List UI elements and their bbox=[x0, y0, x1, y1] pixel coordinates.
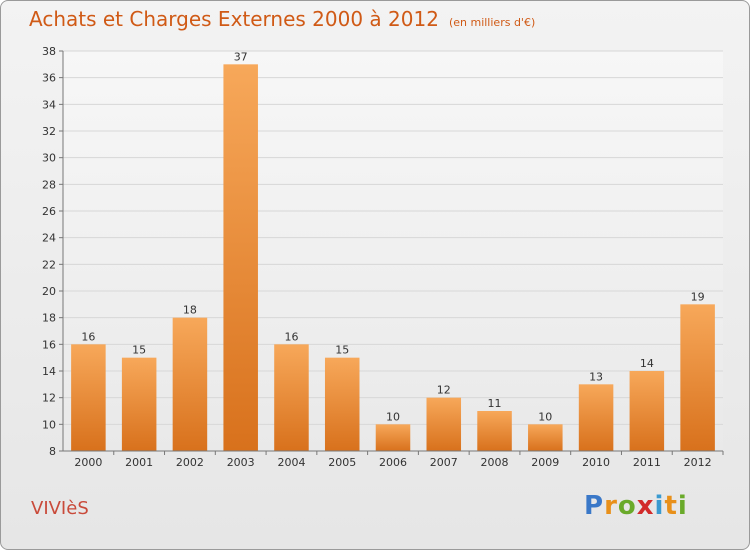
chart-subtitle: (en milliers d'€) bbox=[448, 16, 536, 29]
logo-letter: o bbox=[617, 491, 637, 521]
logo-letter: P bbox=[584, 491, 605, 521]
bar-2009 bbox=[528, 424, 563, 451]
y-tick-label: 22 bbox=[42, 258, 56, 271]
y-tick-label: 14 bbox=[42, 365, 56, 378]
y-tick-label: 24 bbox=[42, 232, 56, 245]
value-label-2008: 11 bbox=[488, 397, 502, 410]
proxiti-logo[interactable]: Proxiti bbox=[584, 491, 688, 521]
value-label-2003: 37 bbox=[234, 50, 248, 63]
x-tick-label-2000: 2000 bbox=[74, 456, 102, 469]
bar-2012 bbox=[680, 304, 715, 451]
y-tick-label: 10 bbox=[42, 418, 56, 431]
value-label-2005: 15 bbox=[335, 344, 349, 357]
chart-title-text: Achats et Charges Externes 2000 à 2012 bbox=[29, 7, 439, 31]
value-label-2012: 19 bbox=[691, 290, 705, 303]
y-tick-label: 12 bbox=[42, 392, 56, 405]
y-axis-ticks: 8 10 12 14 16 18 20 22 24 26 28 30 32 34 36 38 bbox=[42, 45, 63, 458]
y-tick-label: 36 bbox=[42, 72, 56, 85]
bar-2010 bbox=[578, 384, 614, 451]
value-label-2004: 16 bbox=[284, 330, 298, 343]
y-tick-label: 34 bbox=[42, 98, 56, 111]
y-tick-label: 26 bbox=[42, 205, 56, 218]
bar-2008 bbox=[477, 411, 512, 451]
y-tick-label: 32 bbox=[42, 125, 56, 138]
x-tick-label-2010: 2010 bbox=[582, 456, 610, 469]
bars: 16 15 18 37 16 15 10 12 11 10 13 14 19 bbox=[71, 50, 715, 452]
x-tick-label-2011: 2011 bbox=[633, 456, 661, 469]
commune-name: VIVIèS bbox=[31, 498, 89, 519]
x-tick-label-2007: 2007 bbox=[430, 456, 458, 469]
x-tick-label-2008: 2008 bbox=[481, 456, 509, 469]
y-tick-label: 38 bbox=[42, 45, 56, 58]
bar-2003 bbox=[223, 64, 258, 452]
bar-2007 bbox=[426, 397, 462, 451]
bar-2004 bbox=[274, 344, 309, 451]
value-label-2010: 13 bbox=[589, 370, 603, 383]
x-tick-label-2009: 2009 bbox=[531, 456, 559, 469]
logo-letter: x bbox=[636, 491, 655, 521]
value-label-2007: 12 bbox=[437, 384, 451, 397]
y-tick-label: 28 bbox=[42, 178, 56, 191]
value-label-2009: 10 bbox=[538, 410, 552, 423]
plot-area bbox=[63, 51, 723, 451]
x-tick-label-2003: 2003 bbox=[227, 456, 255, 469]
x-axis-ticks: 2000 2001 2002 2003 2004 2005 2006 2007 2008 2009… bbox=[74, 451, 724, 469]
y-tick-label: 30 bbox=[42, 152, 56, 165]
x-tick-label-2001: 2001 bbox=[125, 456, 153, 469]
y-tick-label: 16 bbox=[42, 338, 56, 351]
x-tick-label-2004: 2004 bbox=[277, 456, 305, 469]
value-label-2011: 14 bbox=[640, 357, 654, 370]
y-tick-label: 8 bbox=[49, 445, 56, 458]
bar-2006 bbox=[375, 424, 411, 451]
bar-2000 bbox=[71, 344, 106, 451]
x-tick-label-2005: 2005 bbox=[328, 456, 356, 469]
bar-2005 bbox=[324, 357, 360, 451]
bar-2002 bbox=[172, 317, 208, 451]
value-label-2002: 18 bbox=[183, 304, 197, 317]
bar-2011 bbox=[629, 371, 665, 451]
y-tick-label: 18 bbox=[42, 312, 56, 325]
bar-2001 bbox=[121, 357, 157, 451]
y-tick-label: 20 bbox=[42, 285, 56, 298]
value-label-2000: 16 bbox=[81, 330, 95, 343]
x-tick-label-2012: 2012 bbox=[684, 456, 712, 469]
x-tick-label-2002: 2002 bbox=[176, 456, 204, 469]
logo-letter: r bbox=[604, 491, 618, 521]
logo-letter: i bbox=[677, 491, 688, 521]
value-label-2006: 10 bbox=[386, 410, 400, 423]
value-label-2001: 15 bbox=[132, 344, 146, 357]
chart-title: Achats et Charges Externes 2000 à 2012 (e… bbox=[29, 7, 535, 31]
logo-letter: i bbox=[654, 491, 665, 521]
logo-letter: t bbox=[664, 491, 678, 521]
x-tick-label-2006: 2006 bbox=[379, 456, 407, 469]
